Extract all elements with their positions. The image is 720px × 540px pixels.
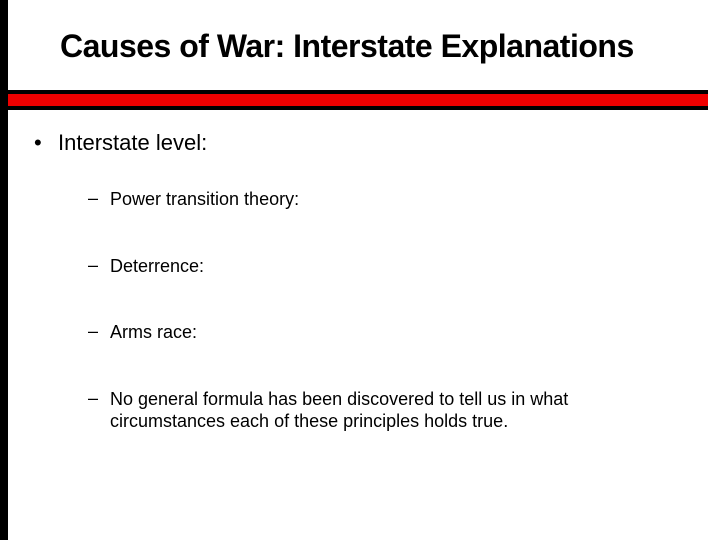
bullet-level2: – Arms race: bbox=[88, 321, 680, 344]
bullet-dot-icon: • bbox=[34, 130, 58, 156]
bullet-level2-text: Power transition theory: bbox=[110, 188, 680, 211]
bullet-level2: – Deterrence: bbox=[88, 255, 680, 278]
dash-icon: – bbox=[88, 388, 110, 409]
bullet-level2-text: No general formula has been discovered t… bbox=[110, 388, 680, 433]
slide-body: • Interstate level: – Power transition t… bbox=[34, 130, 680, 433]
slide-title: Causes of War: Interstate Explanations bbox=[60, 28, 700, 65]
bullet-level2: – Power transition theory: bbox=[88, 188, 680, 211]
bullet-level2-text: Arms race: bbox=[110, 321, 680, 344]
slide: Causes of War: Interstate Explanations •… bbox=[0, 0, 720, 540]
bullet-level1-text: Interstate level: bbox=[58, 130, 207, 156]
dash-icon: – bbox=[88, 321, 110, 342]
bullet-level2: – No general formula has been discovered… bbox=[88, 388, 680, 433]
dash-icon: – bbox=[88, 255, 110, 276]
dash-icon: – bbox=[88, 188, 110, 209]
bullet-level1: • Interstate level: bbox=[34, 130, 680, 156]
left-strip bbox=[0, 0, 8, 540]
bullet-level2-text: Deterrence: bbox=[110, 255, 680, 278]
title-underline bbox=[8, 90, 708, 110]
